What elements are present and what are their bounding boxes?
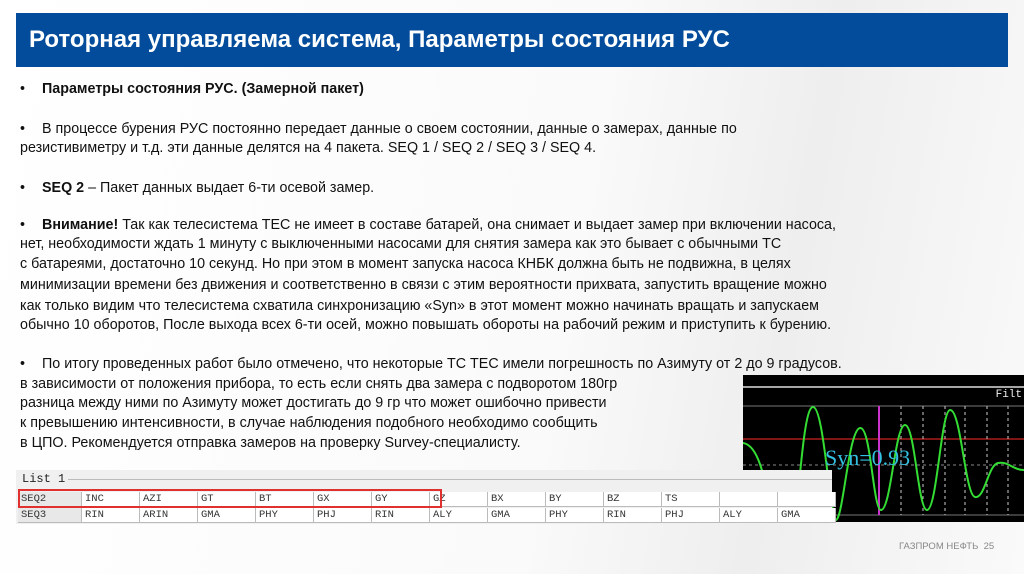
paragraph-line: минимизации времени без движения и соотв…: [20, 277, 827, 293]
paragraph-line: к превышению интенсивности, в случае наб…: [20, 415, 598, 431]
list-cell: RIN: [372, 508, 430, 523]
list-row[interactable]: SEQ3 RIN ARIN GMA PHY PHJ RIN ALY GMA PHY RIN PHJ AL…: [18, 508, 836, 523]
list-cell: PHJ: [662, 508, 720, 523]
paragraph-line: По итогу проведенных работ было отмечено…: [42, 356, 842, 372]
slide-title: Роторная управляема система, Параметры с…: [16, 13, 1008, 67]
bullet: •: [20, 81, 26, 97]
list-cell: ALY: [430, 508, 488, 523]
list-cell: GMA: [778, 508, 836, 523]
paragraph-line: нет, необходимости ждать 1 минуту с выкл…: [20, 236, 782, 252]
list-panel: List 1 SEQ2 INC AZI GT BT GX GY GZ BX BY BZ TS SEQ3 R…: [16, 470, 836, 524]
list-cell: PHY: [546, 508, 604, 523]
list-cell: PHJ: [314, 508, 372, 523]
list-row[interactable]: SEQ2 INC AZI GT BT GX GY GZ BX BY BZ TS: [18, 492, 836, 507]
bullet: •: [20, 217, 26, 233]
list-cell: SEQ3: [18, 508, 82, 523]
paragraph-line: в ЦПО. Рекомендуется отправка замеров на…: [20, 435, 521, 451]
paragraph-line: с батареями, достаточно 10 секунд. Но пр…: [20, 256, 791, 272]
paragraph-line: резистивиметру и т.д. эти данные делятся…: [20, 140, 597, 156]
bullet: •: [20, 356, 26, 372]
paragraph-line: в зависимости от положения прибора, то е…: [20, 376, 618, 392]
page-number: 25: [983, 541, 995, 552]
paragraph-line: SEQ 2 – Пакет данных выдает 6-ти осевой …: [42, 179, 374, 197]
list-cell: BY: [546, 492, 604, 507]
list-cell: RIN: [604, 508, 662, 523]
list-cell: BX: [488, 492, 546, 507]
paragraph-line: как только видим что телесистема схватил…: [20, 298, 819, 314]
list-title: List 1: [22, 472, 66, 486]
filter-label: Filt: [995, 389, 1022, 401]
seq2-highlight-box: [18, 489, 442, 508]
list-cell: RIN: [82, 508, 140, 523]
list-cell: ALY: [720, 508, 778, 523]
list-cell: PHY: [256, 508, 314, 523]
list-divider: [68, 479, 832, 480]
list-cell: BZ: [604, 492, 662, 507]
bold-prefix: SEQ 2: [42, 180, 85, 196]
list-cell: [720, 492, 778, 507]
paragraph-text: Так как телесистема ТЕС не имеет в соста…: [118, 217, 836, 233]
list-cell: GMA: [488, 508, 546, 523]
paragraph-line: Параметры состояния РУС. (Замерной пакет…: [42, 81, 364, 97]
bold-prefix: Внимание!: [42, 217, 119, 233]
paragraph-line: обычно 10 оборотов, После выхода всех 6-…: [20, 317, 832, 333]
list-cell: [778, 492, 836, 507]
paragraph-text: – Пакет данных выдает 6-ти осевой замер.: [84, 180, 375, 196]
list-cell: SEQ2: [18, 492, 82, 507]
sync-label: Syn=0.93: [825, 445, 911, 470]
list-cell: GMA: [198, 508, 256, 523]
paragraph-line: В процессе бурения РУС постоянно передае…: [42, 121, 737, 137]
list-cell: ARIN: [140, 508, 198, 523]
paragraph-line: Внимание! Так как телесистема ТЕС не име…: [42, 216, 836, 234]
bullet: •: [20, 180, 26, 196]
list-cell: TS: [662, 492, 720, 507]
bullet: •: [20, 121, 26, 137]
paragraph-line: разница между ними по Азимуту может дост…: [20, 395, 607, 411]
footer-brand: ГАЗПРОМ НЕФТЬ: [899, 541, 979, 552]
footer: ГАЗПРОМ НЕФТЬ 25: [899, 541, 994, 552]
list-cell: GZ: [430, 492, 488, 507]
